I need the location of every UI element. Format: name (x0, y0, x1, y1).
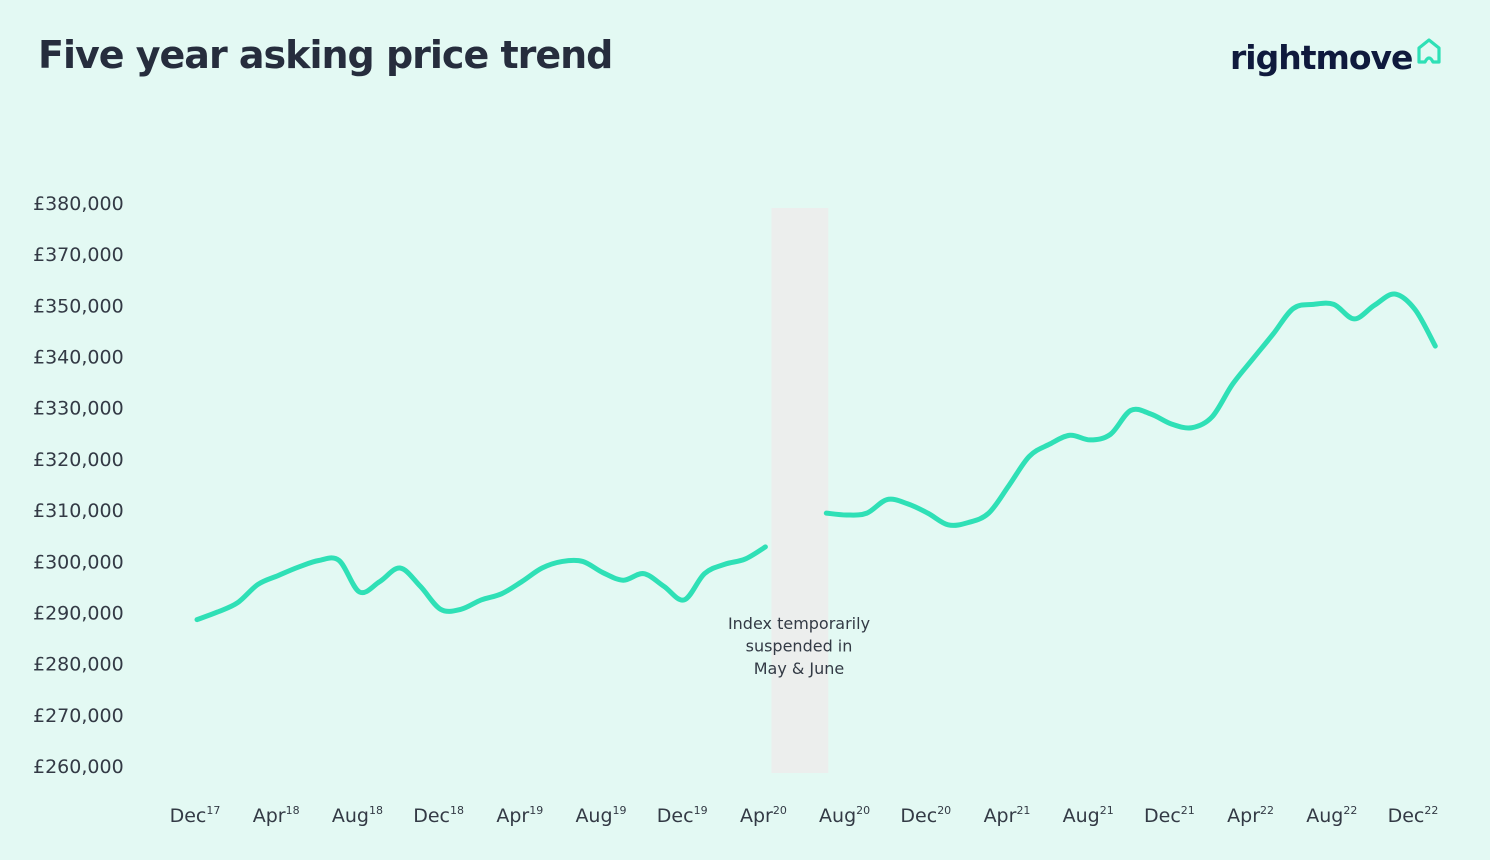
x-tick-year: 17 (206, 804, 220, 817)
x-tick-label: Apr18 (253, 804, 300, 827)
x-tick-label: Dec20 (900, 804, 951, 827)
x-tick-year: 19 (613, 804, 627, 817)
x-tick-year: 18 (286, 804, 300, 817)
price-line-series-1 (194, 544, 768, 623)
x-tick-label: Apr21 (984, 804, 1031, 827)
x-tick-month: Dec (657, 805, 694, 827)
x-tick-label: Aug19 (575, 804, 626, 827)
x-tick-month: Aug (1306, 805, 1343, 827)
x-tick-label: Dec22 (1388, 804, 1439, 827)
x-tick-month: Apr (496, 805, 529, 827)
y-tick-label: £370,000 (33, 244, 124, 266)
x-tick-year: 22 (1260, 804, 1274, 817)
x-tick-label: Apr20 (740, 804, 787, 827)
x-tick-month: Aug (575, 805, 612, 827)
rightmove-logo: rightmove (1230, 38, 1444, 77)
y-tick-label: £350,000 (33, 295, 124, 317)
x-tick-year: 21 (1016, 804, 1030, 817)
x-tick-label: Aug20 (819, 804, 870, 827)
x-tick-year: 18 (450, 804, 464, 817)
house-outline-icon (1417, 38, 1442, 64)
y-tick-label: £260,000 (33, 756, 124, 778)
x-tick-year: 22 (1343, 804, 1357, 817)
x-tick-label: Apr22 (1227, 804, 1274, 827)
y-tick-label: £300,000 (33, 551, 124, 573)
y-tick-label: £340,000 (33, 347, 124, 369)
y-tick-label: £320,000 (33, 449, 124, 471)
y-tick-label: £280,000 (33, 654, 124, 676)
x-tick-year: 20 (773, 804, 787, 817)
y-tick-label: £380,000 (33, 193, 124, 215)
price-line-series-2 (823, 291, 1438, 528)
x-tick-label: Dec17 (170, 804, 221, 827)
logo-text: rightmove (1230, 38, 1413, 77)
x-tick-year: 22 (1424, 804, 1438, 817)
x-tick-month: Apr (984, 805, 1017, 827)
x-tick-month: Aug (819, 805, 856, 827)
x-tick-year: 19 (529, 804, 543, 817)
x-tick-label: Dec18 (413, 804, 464, 827)
x-tick-month: Aug (1063, 805, 1100, 827)
x-tick-year: 21 (1100, 804, 1114, 817)
x-tick-label: Dec21 (1144, 804, 1195, 827)
x-tick-label: Dec19 (657, 804, 708, 827)
x-tick-month: Apr (740, 805, 773, 827)
x-tick-year: 20 (856, 804, 870, 817)
x-tick-month: Apr (1227, 805, 1260, 827)
y-tick-label: £290,000 (33, 602, 124, 624)
x-tick-label: Aug21 (1063, 804, 1114, 827)
x-tick-month: Dec (170, 805, 207, 827)
suspension-band (771, 208, 829, 773)
x-tick-year: 21 (1181, 804, 1195, 817)
x-tick-month: Dec (900, 805, 937, 827)
x-tick-year: 18 (369, 804, 383, 817)
x-tick-month: Dec (413, 805, 450, 827)
y-tick-label: £270,000 (33, 705, 124, 727)
y-tick-label: £310,000 (33, 500, 124, 522)
y-tick-label: £330,000 (33, 398, 124, 420)
x-tick-year: 20 (937, 804, 951, 817)
annotation-text: May & June (754, 659, 845, 678)
x-tick-label: Aug22 (1306, 804, 1357, 827)
annotation-text: Index temporarily (728, 614, 870, 633)
x-tick-month: Dec (1144, 805, 1181, 827)
x-tick-label: Apr19 (496, 804, 543, 827)
x-tick-month: Aug (332, 805, 369, 827)
x-tick-label: Aug18 (332, 804, 383, 827)
x-tick-month: Dec (1388, 805, 1425, 827)
page-title: Five year asking price trend (38, 33, 613, 77)
x-tick-month: Apr (253, 805, 286, 827)
annotation-text: suspended in (746, 637, 853, 656)
x-tick-year: 19 (694, 804, 708, 817)
